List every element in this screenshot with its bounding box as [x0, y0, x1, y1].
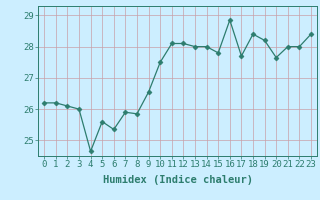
X-axis label: Humidex (Indice chaleur): Humidex (Indice chaleur): [103, 175, 252, 185]
